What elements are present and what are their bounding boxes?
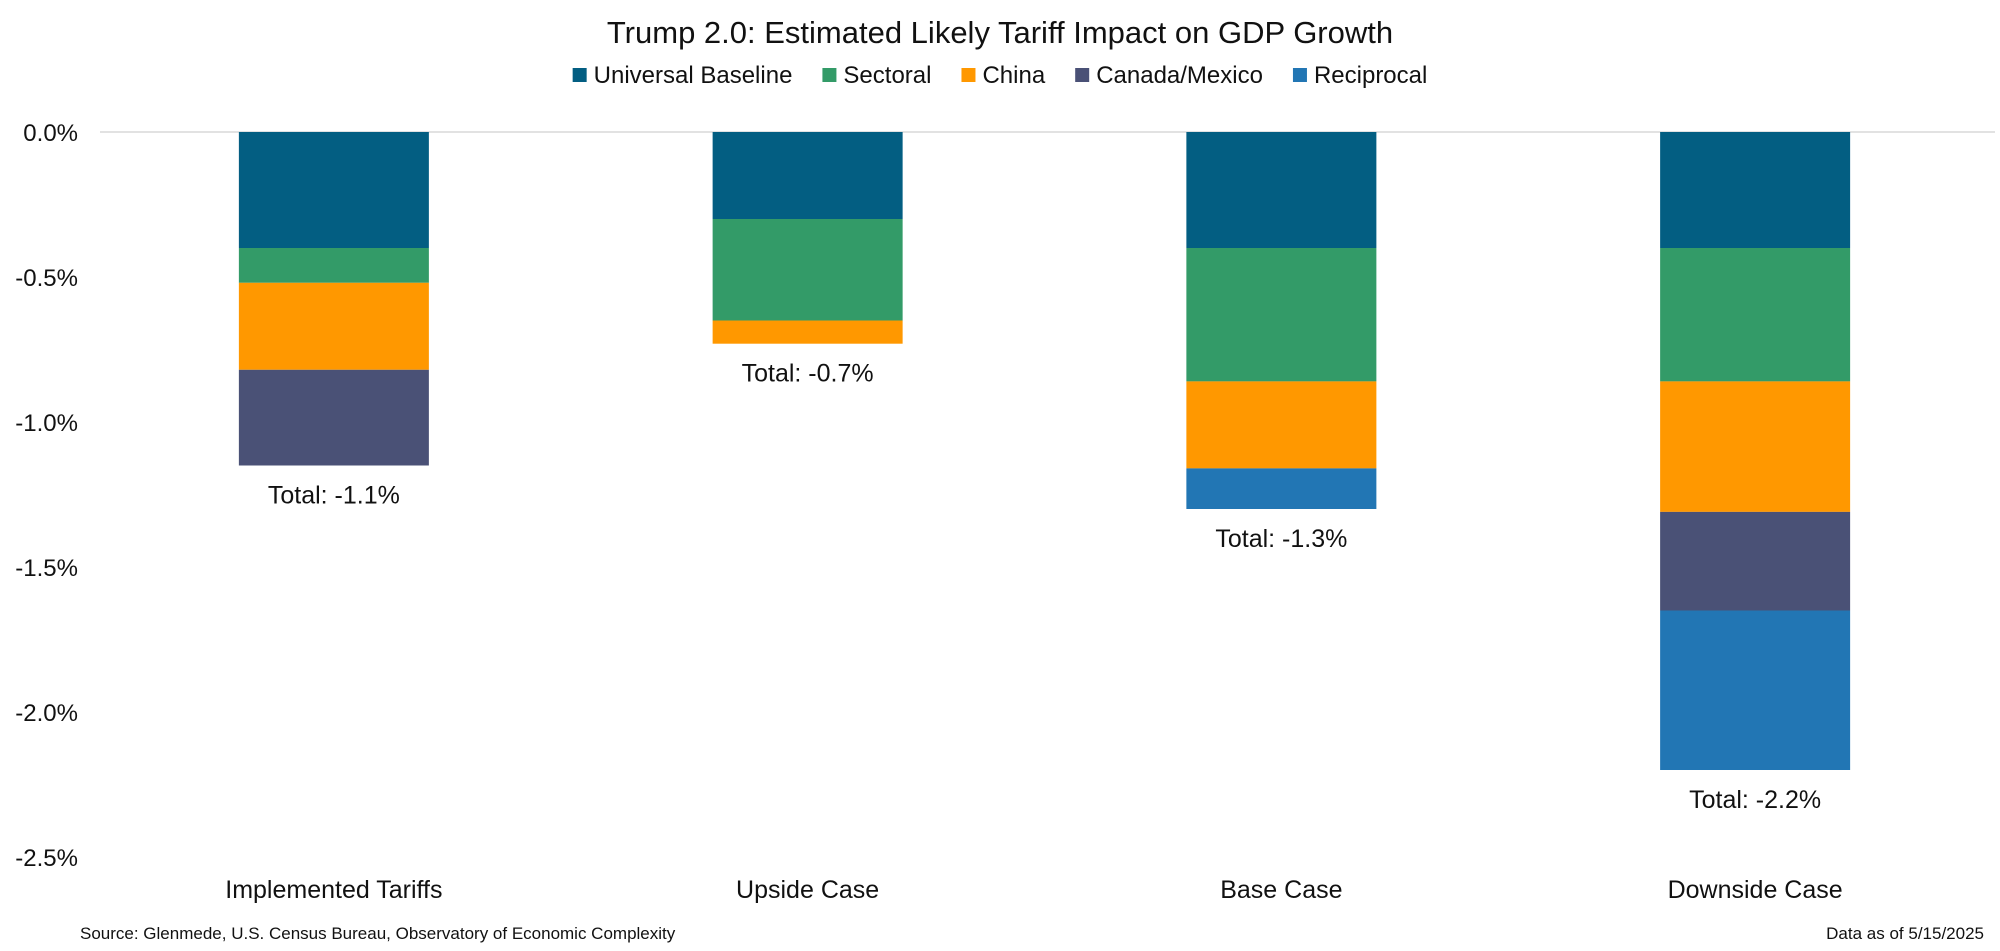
bar-segment-universal-baseline: [712, 132, 903, 219]
y-tick-label: -2.0%: [15, 700, 78, 727]
bar-segment-canada-mexico: [1660, 511, 1851, 611]
bar-segment-universal-baseline: [238, 132, 429, 248]
bar-segment-china: [238, 282, 429, 370]
total-label: Total: -2.2%: [1689, 786, 1821, 814]
bar-segment-sectoral: [712, 219, 903, 321]
x-category-label: Base Case: [1220, 876, 1342, 904]
bar-segment-universal-baseline: [1186, 132, 1377, 248]
bar-segment-sectoral: [1660, 248, 1851, 382]
legend-label: Sectoral: [843, 62, 931, 89]
total-label: Total: -0.7%: [742, 360, 874, 388]
x-category-label: Implemented Tariffs: [225, 876, 442, 904]
total-label: Total: -1.1%: [268, 482, 400, 510]
legend-label: China: [982, 62, 1045, 89]
bar-stack-implemented-tariffs: Total: -1.1%: [238, 132, 429, 510]
y-tick-label: -2.5%: [15, 845, 78, 872]
x-category-label: Downside Case: [1668, 876, 1843, 904]
legend-item-china: China: [961, 62, 1046, 89]
y-tick-label: 0.0%: [23, 120, 78, 147]
bars-group: Total: -1.1% Total: -0.7% Total: -1.3% Tota…: [238, 132, 1851, 814]
chart-legend: Universal Baseline Sectoral China Canada/Me…: [572, 62, 1427, 89]
legend-item-sectoral: Sectoral: [822, 62, 931, 89]
bar-segment-sectoral: [238, 248, 429, 283]
legend-swatch: [961, 68, 976, 82]
bar-segment-universal-baseline: [1660, 132, 1851, 248]
bar-segment-china: [1660, 381, 1851, 512]
chart-title: Trump 2.0: Estimated Likely Tariff Impac…: [607, 15, 1393, 50]
bar-stack-downside-case: Total: -2.2%: [1660, 132, 1851, 814]
legend-label: Reciprocal: [1314, 62, 1427, 89]
legend-swatch: [822, 68, 837, 82]
bar-segment-china: [1186, 381, 1377, 469]
bar-segment-canada-mexico: [238, 369, 429, 466]
bar-segment-china: [712, 320, 903, 344]
legend-item-universal-baseline: Universal Baseline: [572, 62, 793, 89]
legend-label: Canada/Mexico: [1096, 62, 1263, 89]
bar-stack-upside-case: Total: -0.7%: [712, 132, 903, 388]
bar-segment-sectoral: [1186, 248, 1377, 382]
x-category-label: Upside Case: [736, 876, 879, 904]
legend-swatch: [1292, 68, 1307, 82]
bar-segment-reciprocal: [1660, 610, 1851, 770]
y-tick-label: -1.0%: [15, 410, 78, 437]
legend-swatch: [1075, 68, 1090, 82]
bar-segment-reciprocal: [1186, 468, 1377, 509]
data-date-note: Data as of 5/15/2025: [1826, 924, 1984, 943]
y-tick-label: -1.5%: [15, 555, 78, 582]
x-axis: Implemented Tariffs Upside Case Base Case D…: [225, 876, 1842, 904]
legend-swatch: [572, 68, 587, 82]
legend-item-canada-mexico: Canada/Mexico: [1075, 62, 1263, 89]
legend-label: Universal Baseline: [594, 62, 793, 89]
y-tick-label: -0.5%: [15, 265, 78, 292]
legend-item-reciprocal: Reciprocal: [1292, 62, 1427, 89]
source-note: Source: Glenmede, U.S. Census Bureau, Ob…: [80, 924, 676, 943]
total-label: Total: -1.3%: [1215, 525, 1347, 553]
bar-stack-base-case: Total: -1.3%: [1186, 132, 1377, 553]
